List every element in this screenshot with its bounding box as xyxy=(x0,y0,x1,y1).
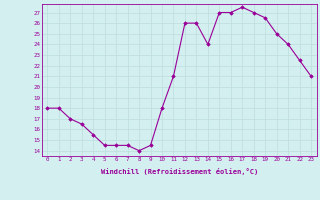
X-axis label: Windchill (Refroidissement éolien,°C): Windchill (Refroidissement éolien,°C) xyxy=(100,168,258,175)
